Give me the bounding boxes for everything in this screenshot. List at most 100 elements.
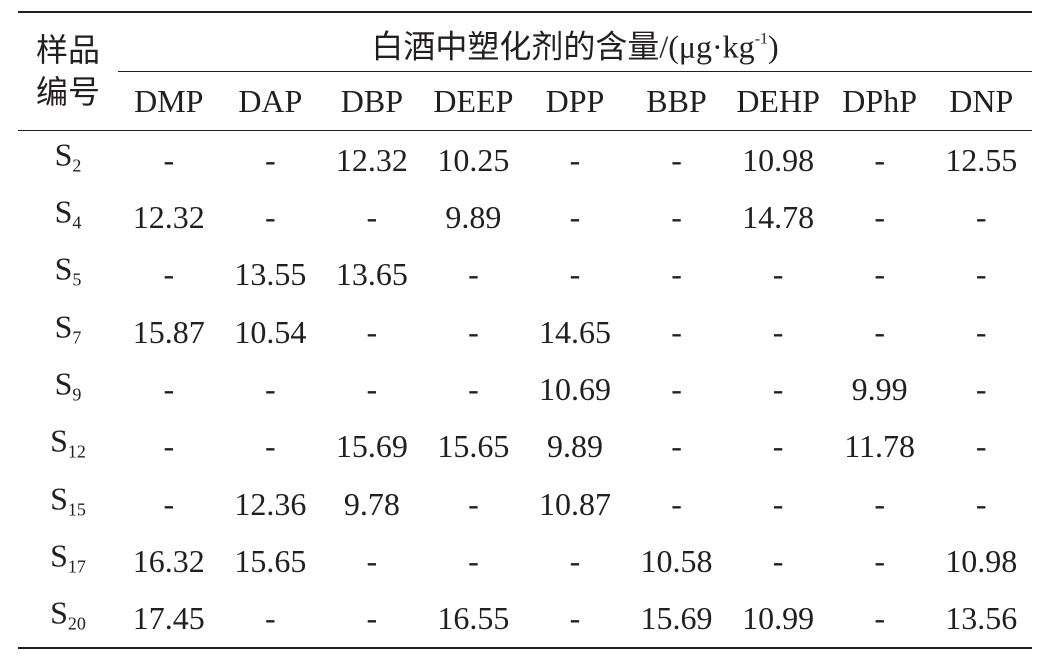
value-cell: 17.45	[132, 600, 205, 637]
column-header: DMP	[134, 83, 204, 119]
value-cell: 16.55	[437, 600, 510, 637]
value-cell: -	[569, 256, 581, 293]
value-cell: -	[671, 141, 682, 178]
value-cell: 10.98	[742, 141, 815, 178]
value-cell: -	[264, 199, 276, 235]
value-cell: -	[671, 428, 682, 465]
value-cell: -	[163, 428, 175, 465]
sample-letter: S	[50, 537, 68, 574]
sample-id: S7	[18, 306, 118, 357]
sample-number: 15	[67, 499, 86, 520]
sample-number: 4	[72, 212, 82, 233]
value-cell: 13.65	[335, 256, 408, 293]
value-cell: -	[264, 600, 276, 637]
value-cell: -	[569, 199, 581, 235]
value-cell: -	[671, 256, 682, 293]
column-header: DAP	[238, 83, 303, 119]
group-header: 白酒中塑化剂的含量/(μg·kg-1)	[118, 20, 1032, 67]
value-cell: 16.32	[132, 543, 205, 579]
sample-letter: S	[54, 136, 73, 173]
value-cell: 13.56	[945, 600, 1018, 637]
value-cell: -	[874, 199, 885, 235]
value-cell: -	[264, 428, 276, 465]
value-cell: 12.36	[234, 485, 307, 522]
value-cell: -	[366, 543, 378, 579]
value-cell: -	[671, 371, 682, 407]
sample-number: 5	[72, 269, 82, 290]
value-cell: -	[772, 371, 784, 407]
value-cell: -	[468, 371, 479, 407]
header-rule	[18, 130, 1032, 131]
sample-id: S12	[18, 421, 118, 472]
value-cell: -	[975, 313, 987, 350]
value-cell: 9.89	[546, 428, 603, 465]
row-header: 样品	[35, 32, 100, 68]
value-cell: -	[468, 313, 479, 350]
value-cell: 15.65	[234, 543, 307, 579]
value-cell: -	[874, 256, 885, 293]
top-rule	[18, 11, 1032, 13]
value-cell: 10.54	[234, 313, 307, 350]
value-cell: -	[163, 371, 175, 407]
value-cell: -	[671, 313, 682, 350]
column-header: DEEP	[433, 83, 514, 119]
value-cell: -	[671, 199, 682, 235]
value-cell: -	[569, 543, 581, 579]
group-header-end: )	[768, 28, 779, 65]
value-cell: 14.78	[742, 199, 815, 235]
value-cell: -	[366, 313, 378, 350]
value-cell: -	[772, 256, 784, 293]
value-cell: -	[671, 485, 682, 522]
value-cell: 11.78	[844, 428, 916, 465]
value-cell: 15.69	[640, 600, 713, 637]
sample-id: S15	[18, 478, 118, 529]
value-cell: 10.87	[538, 485, 611, 522]
value-cell: -	[163, 485, 175, 522]
sample-id: S20	[18, 593, 118, 644]
value-cell: -	[772, 543, 784, 579]
group-header-sup: -1	[754, 30, 769, 48]
value-cell: 10.98	[945, 543, 1018, 579]
value-cell: -	[874, 543, 885, 579]
value-cell: -	[264, 141, 276, 178]
value-cell: -	[163, 141, 175, 178]
value-cell: -	[264, 371, 276, 407]
value-cell: 10.58	[640, 543, 713, 579]
value-cell: -	[366, 600, 378, 637]
value-cell: -	[975, 371, 987, 407]
value-cell: -	[569, 600, 581, 637]
value-cell: -	[874, 485, 885, 522]
value-cell: -	[569, 141, 581, 178]
value-cell: -	[975, 199, 987, 235]
sample-letter: S	[54, 250, 73, 287]
value-cell: -	[468, 485, 479, 522]
bottom-rule	[18, 647, 1032, 649]
value-cell: 10.25	[437, 141, 510, 178]
value-cell: 9.89	[445, 199, 502, 235]
value-cell: 12.55	[945, 141, 1018, 178]
value-cell: -	[975, 256, 987, 293]
column-header: DPP	[545, 83, 605, 119]
row-header: 编号	[35, 74, 100, 110]
column-header: DEHP	[736, 83, 820, 119]
sample-number: 9	[72, 384, 82, 405]
value-cell: 15.65	[437, 428, 510, 465]
sample-number: 7	[72, 327, 82, 348]
value-cell: 12.32	[335, 141, 408, 178]
value-cell: -	[772, 485, 784, 522]
value-cell: 15.87	[132, 313, 205, 350]
value-cell: -	[772, 428, 784, 465]
column-header: DNP	[949, 83, 1014, 119]
sample-number: 20	[67, 613, 86, 634]
value-cell: 9.78	[343, 485, 400, 522]
group-rule	[118, 71, 1032, 72]
value-cell: 10.99	[742, 600, 815, 637]
value-cell: 9.99	[851, 371, 908, 407]
group-header-text: 白酒中塑化剂的含量/(μg·kg	[371, 28, 755, 65]
sample-number: 12	[67, 441, 86, 462]
sample-id: S5	[18, 249, 118, 300]
value-cell: -	[163, 256, 175, 293]
value-cell: 14.65	[538, 313, 611, 350]
sample-id: S2	[18, 134, 118, 185]
value-cell: 10.69	[538, 371, 611, 407]
